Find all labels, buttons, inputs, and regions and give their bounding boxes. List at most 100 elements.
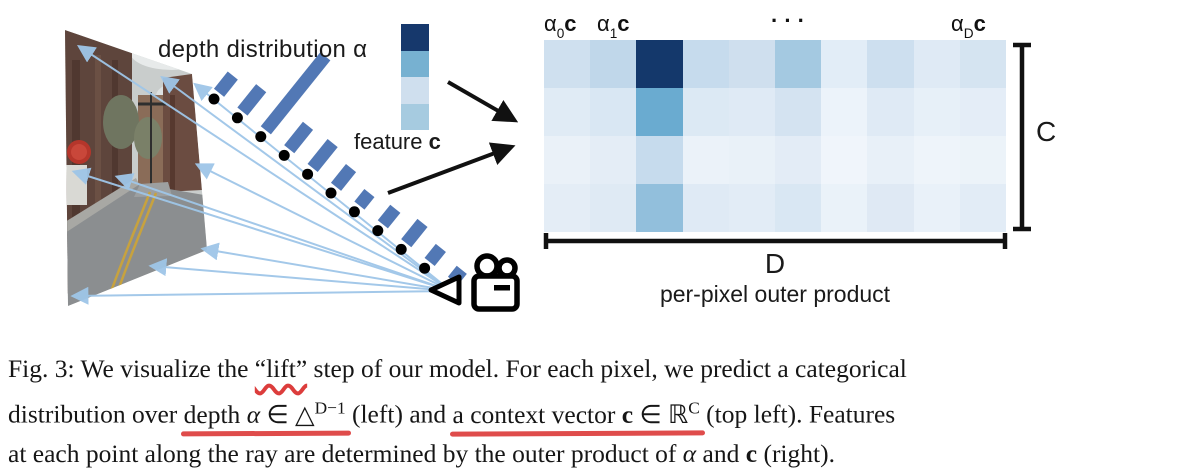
caption-text-run: (top left). Features [699,399,896,429]
heatmap-label-ellipsis: ··· [771,8,811,33]
colorbar-cell [401,77,429,104]
d-dimension-label: D [764,248,786,279]
caption-text-run: at each point along the ray are determin… [8,438,683,468]
d-bracket [543,233,1008,249]
ray-sample-dot [278,149,290,161]
alpha-bar [237,84,267,116]
caption-text-run: a context vector [452,399,622,429]
caption-text-run: D−1 [314,398,346,417]
alpha-bar [377,204,401,229]
heatmap-cell [682,88,729,136]
ray-sample-dot [395,243,407,255]
heatmap-cell [821,184,868,232]
heatmap-label-alpha0: α0c [544,11,577,42]
heatmap-cell [682,136,729,184]
heatmap-cell [867,88,914,136]
heatmap-cell [682,184,729,232]
heatmap-cell [544,136,591,184]
heatmap-cell [636,88,683,136]
caption-text-run: step of our model. For each pixel, we pr… [307,354,907,383]
heatmap-cell [959,136,1006,184]
flow-arrows [387,80,519,195]
ray-sample-dot [208,93,220,105]
heatmap-cell [728,40,775,88]
alpha-bar [330,163,357,191]
ray-sample-dot [372,225,384,237]
caption-line-1: Fig. 3: We visualize the “lift” step of … [8,349,1192,388]
alpha-bar [260,52,331,135]
heatmap-cell [913,136,960,184]
alpha-bar [213,71,238,97]
alpha-bar [401,218,428,248]
ray-sample-dot [325,187,337,199]
caption-text-run: c [745,438,758,468]
caption-text-run: C [688,398,700,417]
heatmap-cell [636,184,683,232]
heatmap-cell [590,184,637,232]
heatmap-cell [728,136,775,184]
camera-icon [428,253,520,312]
per-pixel-outer-product-label: per-pixel outer product [659,281,891,307]
c-bracket [1013,42,1031,232]
alpha-bar [307,138,338,173]
depth-distribution-label: depth distribution α [158,36,368,63]
heatmap-cell [821,136,868,184]
caption-text-run: depth [183,399,247,429]
caption-text-run: c [621,399,634,429]
heatmap-cell [728,184,775,232]
caption-line-2: distribution over depth α ∈ △D−1 (left) … [8,388,1192,434]
heatmap-cell [913,40,960,88]
alpha-bar [354,189,375,210]
heatmap-cell [959,88,1006,136]
heatmap-cell [821,40,868,88]
heatmap-cell [867,136,914,184]
ray-sample-dot [231,112,243,124]
caption-text-run: α [682,438,697,468]
heatmap-cell [636,136,683,184]
figure-caption: Fig. 3: We visualize the “lift” step of … [8,349,1192,469]
caption-line-3: at each point along the ray are determin… [8,434,1192,469]
heatmap-cell [867,40,914,88]
colorbar-cell [401,24,429,51]
feature-colorbar [401,24,429,130]
heatmap-cell [821,88,868,136]
lift-diagram [65,30,1031,312]
heatmap-cell [913,88,960,136]
heatmap-cell [959,40,1006,88]
heatmap-cell [590,136,637,184]
heatmap-cell [867,184,914,232]
ray-sample-dot [419,262,431,274]
caption-text-run: ∈ ℝ [633,399,689,429]
ray-sample-dot [255,131,267,143]
caption-text-run: ∈ △ [260,399,315,429]
heatmap-cell [728,88,775,136]
heatmap-cell [775,136,822,184]
street-photo [65,30,207,306]
heatmap-cell [544,184,591,232]
heatmap-cell [775,184,822,232]
heatmap-label-alphaD: αDc [951,11,986,42]
caption-text-run: (right). [757,438,835,468]
heatmap-cell [682,40,729,88]
heatmap-cell [775,88,822,136]
feature-c-label: feature c [354,129,441,154]
outer-product-heatmap [544,40,1006,232]
ray-sample-dot [302,168,314,180]
heatmap-cell [544,88,591,136]
heatmap-label-alpha1: α1c [597,11,630,42]
camera-rays [70,45,452,305]
heatmap-cell [913,184,960,232]
caption-text-run: α [246,399,261,429]
caption-text-run: distribution over [8,399,184,429]
ray-sample-dot [348,206,360,218]
caption-text-run: “lift” [254,354,308,383]
heatmap-cell [544,40,591,88]
caption-text-run: and [696,438,746,468]
heatmap-cell [590,88,637,136]
colorbar-cell [401,50,429,77]
c-dimension-label: C [1036,116,1057,147]
caption-text-run: Fig. 3: We visualize the [8,354,255,383]
heatmap-cell [775,40,822,88]
alpha-bar [424,243,446,267]
